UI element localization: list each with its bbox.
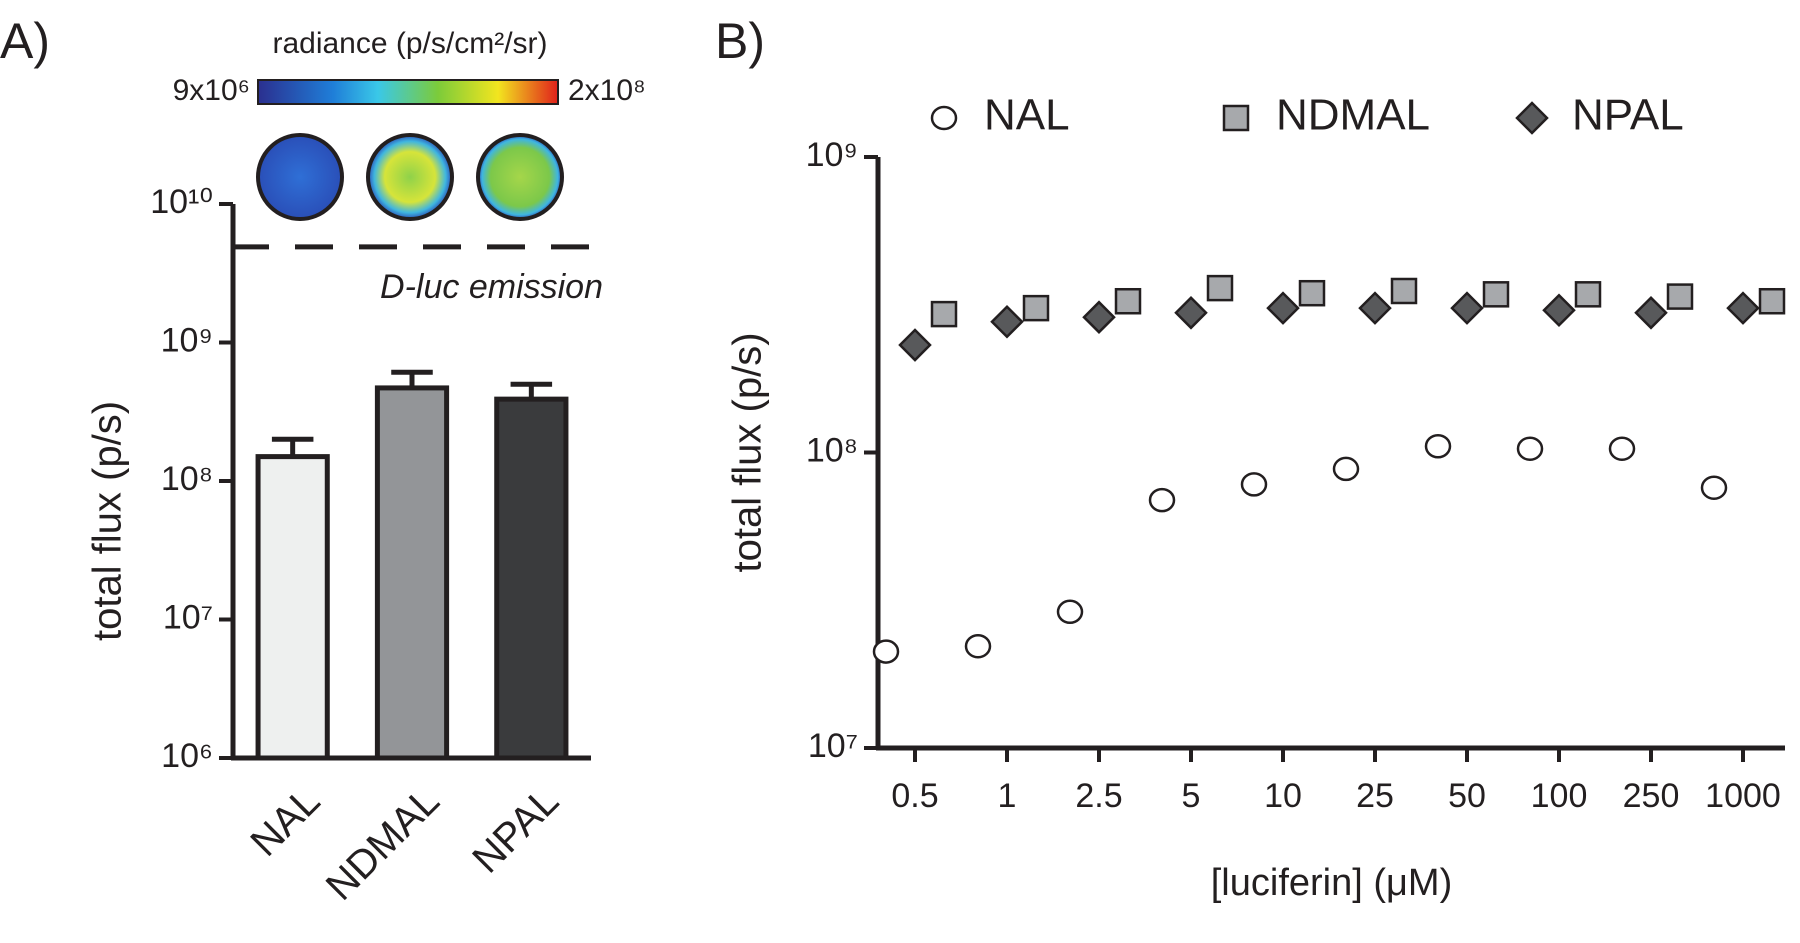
point xyxy=(1390,277,1418,305)
y-tick-label: 10⁹ xyxy=(806,136,858,174)
point xyxy=(1082,300,1116,334)
panel-b: B) xyxy=(715,13,765,69)
point xyxy=(1666,283,1694,310)
well-image xyxy=(366,133,454,221)
point xyxy=(1700,475,1728,500)
x-tick-label: NAL xyxy=(242,779,328,865)
point xyxy=(1056,599,1084,625)
bar xyxy=(494,396,569,761)
point xyxy=(1634,296,1668,330)
colorbar-min: 9x10⁶ xyxy=(173,74,250,107)
point xyxy=(1148,487,1176,513)
reference-label: D-luc emission xyxy=(380,268,603,306)
point xyxy=(1298,279,1326,307)
x-tick-label: 1000 xyxy=(1705,777,1781,815)
legend-marker xyxy=(1515,101,1549,135)
x-tick-label: 2.5 xyxy=(1075,777,1122,815)
x-tick-label: 0.5 xyxy=(891,777,938,815)
x-axis-label: [luciferin] (μM) xyxy=(1211,862,1452,904)
point xyxy=(872,639,900,664)
legend-label: NAL xyxy=(984,91,1070,140)
point xyxy=(1574,281,1602,308)
point xyxy=(1114,287,1142,315)
point xyxy=(1424,433,1452,459)
panel-label: B) xyxy=(715,13,765,69)
colorbar xyxy=(257,79,559,105)
x-tick-label: NPAL xyxy=(464,779,567,882)
well-image xyxy=(256,133,344,221)
x-tick-label: 10 xyxy=(1264,777,1302,815)
colorbar-max: 2x10⁸ xyxy=(568,74,646,107)
point xyxy=(1726,291,1760,325)
point xyxy=(990,304,1024,339)
x-tick-label: NDMAL xyxy=(318,779,448,909)
bar xyxy=(255,454,330,761)
y-tick-label: 10⁶ xyxy=(161,737,213,775)
point xyxy=(964,633,992,659)
legend-marker xyxy=(1222,104,1250,132)
x-tick-label: 1 xyxy=(998,777,1017,815)
point xyxy=(1332,456,1360,482)
well-image xyxy=(476,133,564,221)
x-tick-label: 250 xyxy=(1623,777,1680,815)
x-tick-label: 5 xyxy=(1182,777,1201,815)
y-axis-label: total flux (p/s) xyxy=(86,401,130,641)
point xyxy=(1516,436,1544,461)
point xyxy=(1206,274,1234,302)
y-tick-label: 10⁷ xyxy=(808,727,858,765)
y-tick-label: 10⁹ xyxy=(161,321,213,359)
point xyxy=(1022,294,1050,322)
y-axis-label: total flux (p/s) xyxy=(726,332,770,572)
point xyxy=(1482,281,1510,308)
y-tick-label: 10⁸ xyxy=(161,460,213,498)
point xyxy=(1450,291,1484,325)
colorbar-label: radiance (p/s/cm²/sr) xyxy=(272,27,547,60)
point xyxy=(1358,291,1392,325)
y-tick-label: 10¹⁰ xyxy=(150,183,213,221)
y-tick-label: 10⁸ xyxy=(806,431,858,469)
panel-label: A) xyxy=(0,13,50,69)
point xyxy=(898,328,932,362)
bar xyxy=(374,385,450,761)
point xyxy=(1240,472,1268,497)
point xyxy=(930,300,958,328)
point xyxy=(1542,293,1576,328)
legend-label: NPAL xyxy=(1572,91,1684,140)
point xyxy=(1608,436,1636,461)
point xyxy=(1266,291,1300,325)
panel-a: A) radiance (p/s/cm²/sr) 9x10⁶ 2x10⁸ xyxy=(0,13,646,221)
legend-marker xyxy=(930,105,958,131)
point xyxy=(1174,296,1208,330)
x-tick-label: 25 xyxy=(1356,777,1394,815)
y-tick-label: 10⁷ xyxy=(163,598,213,636)
x-tick-label: 100 xyxy=(1531,777,1588,815)
x-tick-label: 50 xyxy=(1448,777,1486,815)
legend-label: NDMAL xyxy=(1276,91,1430,140)
point xyxy=(1758,287,1786,315)
